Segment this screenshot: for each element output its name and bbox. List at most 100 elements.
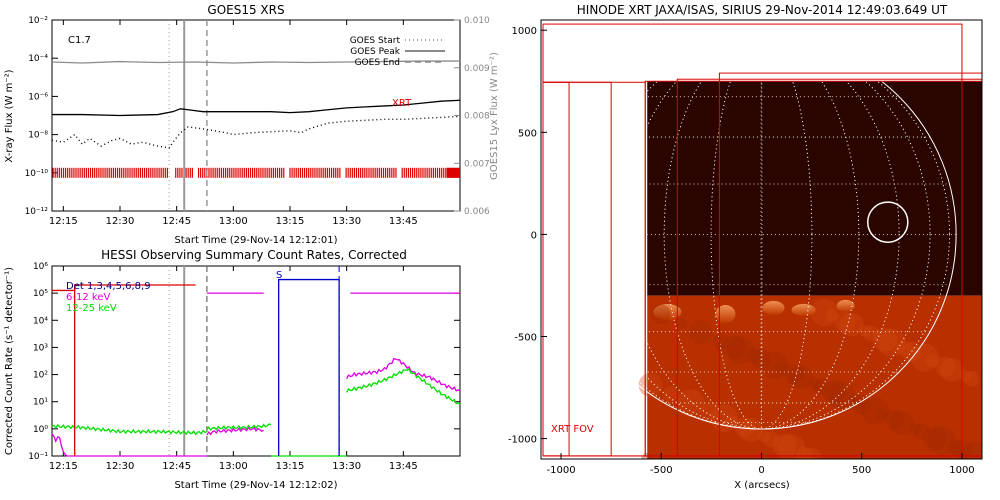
hessi-series-line-1-3 [346, 367, 461, 405]
hessi-x-tick-label: 13:30 [332, 461, 361, 472]
xrt-active-region [653, 303, 682, 321]
hessi-x-ticks: 12:15 12:30 12:45 13:00 13:15 13:30 13:45 [49, 266, 418, 472]
goes-event-lines [168, 20, 208, 211]
xrt-fov-box [542, 81, 612, 457]
xrt-texture-spot [875, 407, 888, 420]
xrt-texture-spot [688, 320, 713, 345]
xrt-longitude-line [592, 39, 931, 430]
xrt-active-region [762, 300, 785, 315]
xrt-texture-spot [961, 441, 982, 459]
goes-title: GOES15 XRS [207, 3, 284, 17]
xrt-texture-spot [939, 357, 964, 382]
hessi-series [51, 278, 461, 457]
hessi-y-tick-label: 10⁴ [33, 316, 48, 326]
hessi-y-tick-label: 10⁻¹ [28, 452, 48, 462]
xrt-image-dark-region [647, 81, 982, 296]
hessi-legend-label: Det 1,3,4,5,6,8,9 [66, 281, 151, 292]
xrt-title: HINODE XRT JAXA/ISAS, SIRIUS 29-Nov-2014… [577, 3, 948, 17]
hessi-legend-label: 6-12 keV [66, 292, 110, 303]
goes-y-tick-label: 10⁻² [28, 16, 48, 26]
hessi-x-tick-label: 13:45 [389, 461, 418, 472]
hessi-x-tick-label: 13:15 [276, 461, 305, 472]
xrt-texture-spot [925, 354, 938, 367]
goes-annotation: C1.7 [68, 35, 91, 46]
hessi-x-tick-label: 12:30 [106, 461, 135, 472]
goes-y2-tick-label: 0.006 [464, 207, 490, 217]
goes-legend-label: GOES Start [350, 36, 401, 46]
goes-ylabel-right: GOES15 Lyx Flux (W m⁻²) [489, 52, 500, 180]
xrt-x-tick-label: 0 [758, 465, 764, 476]
xrt-texture-spot [872, 327, 897, 352]
xrt-texture-spot [909, 422, 922, 435]
goes-y-tick-label: 10⁻¹² [25, 207, 49, 217]
goes-xrt-obs-block [446, 167, 460, 178]
hessi-y-tick-label: 10⁵ [33, 289, 48, 299]
goes-y2-tick-label: 0.008 [464, 112, 490, 122]
hessi-series-line-2-0 [278, 278, 340, 456]
goes-y2-ticks: 0.010 0.009 0.008 0.007 0.006 [454, 16, 490, 217]
xrt-texture-spot [897, 340, 914, 357]
goes-series-line-1 [51, 115, 461, 149]
hessi-y-tick-label: 10⁶ [33, 262, 48, 272]
xrt-x-tick-label: -500 [650, 465, 673, 476]
xrt-image-bright-region [647, 295, 982, 459]
goes-x-tick-label: 13:45 [389, 216, 418, 227]
goes-x-ticks: 12:15 12:30 12:45 13:00 13:15 13:30 13:45 [49, 20, 418, 227]
xrt-y-tick-label: -500 [514, 332, 537, 343]
goes-legend-label: GOES Peak [350, 47, 400, 57]
xrt-texture-spot [700, 402, 721, 423]
xrt-texture-spot [789, 365, 814, 390]
goes-x-tick-label: 13:00 [219, 216, 248, 227]
goes-x-tick-label: 12:30 [106, 216, 135, 227]
xrt-texture-spot [825, 309, 838, 322]
xrt-texture-spot [877, 328, 906, 357]
xrt-texture-spot [901, 341, 922, 362]
hessi-x-tick-label: 12:45 [162, 461, 191, 472]
goes-y2-tick-label: 0.007 [464, 159, 490, 169]
goes-y-tick-label: 10⁻¹⁰ [25, 169, 49, 179]
xrt-texture-spot [911, 343, 940, 372]
goes-x-tick-label: 12:15 [49, 216, 78, 227]
goes-series-line-0 [52, 99, 461, 117]
goes-y-ticks: 10⁻² 10⁻⁴ 10⁻⁶ 10⁻⁸ 10⁻¹⁰ 10⁻¹² [25, 16, 58, 217]
xrt-texture-spot [889, 410, 914, 435]
xrt-active-region [791, 303, 816, 316]
xrt-texture-spot [858, 324, 871, 337]
hessi-x-tick-label: 12:15 [49, 461, 78, 472]
xrt-texture-spot [810, 298, 839, 327]
xrt-texture-spot [827, 381, 856, 410]
goes-xlabel: Start Time (29-Nov-14 12:12:01) [174, 235, 337, 246]
xrt-solar-image [638, 81, 982, 459]
xrt-texture-spot [913, 423, 930, 440]
goes-x-tick-label: 13:30 [332, 216, 361, 227]
xrt-x-tick-label: 1000 [949, 465, 974, 476]
hessi-panel: HESSI Observing Summary Count Rates, Cor… [4, 248, 461, 491]
xrt-texture-spot [724, 415, 737, 428]
xrt-y-tick-label: 0 [531, 230, 537, 241]
xrt-texture-spot [839, 312, 864, 337]
xrt-texture-spot [796, 446, 813, 459]
xrt-y-tick-label: -1000 [508, 435, 537, 446]
hessi-legend-label: 12-25 keV [66, 303, 117, 314]
goes-series [51, 60, 461, 149]
hessi-y-tick-label: 10¹ [33, 398, 48, 408]
goes-ylabel-left: X-ray Flux (W m⁻²) [4, 69, 15, 162]
xrt-texture-spot [674, 317, 687, 330]
xrt-texture-spot [884, 409, 905, 430]
xrt-panel: HINODE XRT JAXA/ISAS, SIRIUS 29-Nov-2014… [508, 3, 983, 491]
xrt-texture-spot [863, 325, 880, 342]
xrt-texture-spot [662, 386, 679, 403]
xrt-texture-spot [775, 362, 788, 375]
xrt-texture-spot [784, 364, 805, 385]
xrt-texture-spot [746, 348, 763, 365]
goes-y2-tick-label: 0.009 [464, 64, 490, 74]
goes-xrt-observation-marks [52, 167, 460, 178]
hessi-title: HESSI Observing Summary Count Rates, Cor… [101, 248, 407, 262]
xrt-fov-box [644, 80, 982, 457]
xrt-fov-label: XRT FOV [551, 424, 594, 435]
xrt-texture-spot [851, 394, 872, 415]
hessi-y-tick-label: 10⁰ [33, 425, 48, 435]
xrt-longitude-line [573, 39, 950, 430]
xrt-y-tick-label: 1000 [512, 26, 537, 37]
